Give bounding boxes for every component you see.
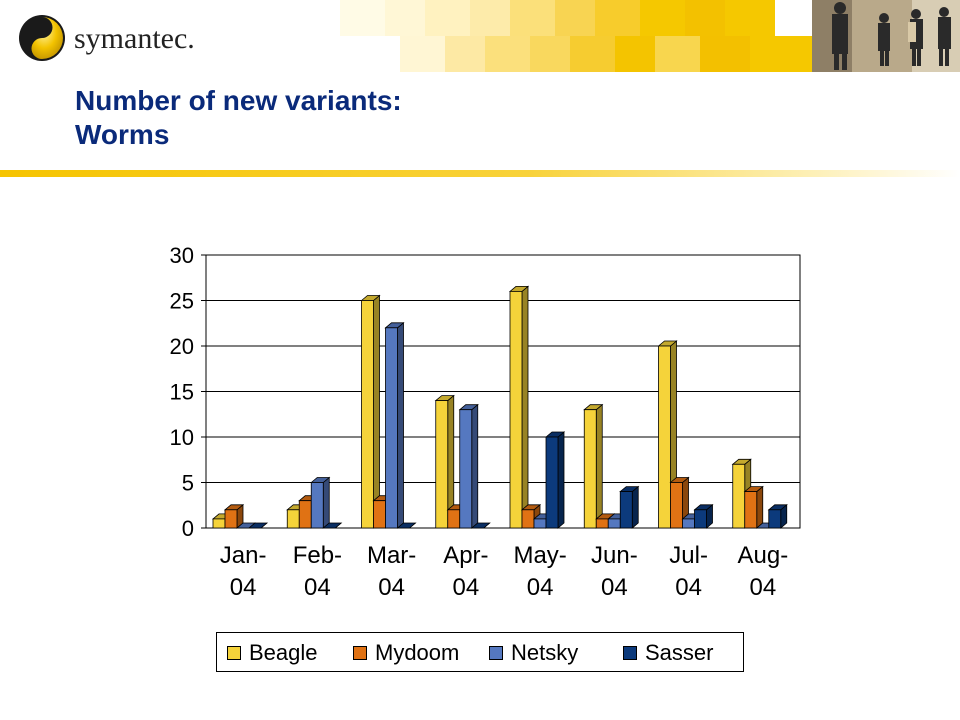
bar-beagle-4	[508, 285, 530, 529]
bar-sasser-4	[544, 431, 566, 529]
bar-sasser-1	[322, 522, 343, 529]
x-tick-label: Aug-	[738, 542, 789, 569]
x-tick-label: Jun-	[591, 542, 638, 569]
bar-sasser-3	[470, 522, 491, 529]
bar-netsky-1	[310, 476, 331, 529]
legend-swatch	[623, 646, 637, 660]
legend-swatch	[489, 646, 503, 660]
x-tick-label: 04	[675, 574, 702, 601]
symantec-logo: symantec.	[19, 15, 195, 61]
y-tick-label: 20	[170, 334, 194, 359]
x-tick-label: 04	[230, 574, 257, 601]
legend-label: Sasser	[645, 640, 714, 665]
x-tick-label: 04	[750, 574, 777, 601]
x-tick-label: 04	[527, 574, 554, 601]
bar-beagle-2	[360, 294, 381, 529]
svg-text:symantec.: symantec.	[74, 22, 195, 55]
bar-beagle-3	[434, 394, 455, 529]
bar-netsky-2	[384, 321, 405, 529]
title-underline-rule	[0, 170, 960, 177]
y-tick-label: 15	[170, 380, 194, 405]
x-tick-label: Mar-	[367, 542, 416, 569]
business-people-photo	[812, 0, 960, 72]
x-tick-label: Jul-	[669, 542, 708, 569]
bar-beagle-5	[583, 403, 604, 529]
x-tick-label: Feb-	[293, 542, 342, 569]
bar-sasser-0	[247, 522, 269, 529]
slide-header: symantec.	[0, 0, 960, 72]
x-tick-label: Jan-	[220, 542, 267, 569]
x-tick-label: 04	[378, 574, 405, 601]
slide-title: Number of new variants: Worms	[75, 84, 402, 152]
x-tick-label: Apr-	[443, 542, 488, 569]
bar-netsky-3	[458, 403, 479, 529]
bar-sasser-6	[693, 503, 714, 529]
legend-label: Beagle	[249, 640, 318, 665]
x-tick-label: 04	[453, 574, 480, 601]
legend-label: Mydoom	[375, 640, 460, 665]
worm-variants-bar-chart: 0 5 10 15 20 25 30 Jan- 04 Feb- 04 Mar- 04 Apr- 04 May-…	[170, 243, 801, 601]
bar-mydoom-0	[223, 503, 245, 529]
legend-swatch	[353, 646, 367, 660]
legend-swatch	[227, 646, 241, 660]
y-tick-label: 5	[182, 471, 194, 496]
bar-mydoom-7	[743, 485, 764, 529]
chart-legend: Beagle Mydoom Netsky Sasser	[216, 632, 744, 672]
x-tick-label: May-	[513, 542, 566, 569]
y-tick-label: 30	[170, 243, 194, 268]
bar-sasser-5	[619, 485, 640, 529]
legend-label: Netsky	[511, 640, 579, 665]
y-tick-label: 0	[182, 516, 194, 541]
x-tick-label: 04	[304, 574, 331, 601]
x-tick-label: 04	[601, 574, 628, 601]
bar-sasser-2	[396, 522, 417, 529]
bar-sasser-7	[767, 503, 788, 529]
y-tick-label: 10	[170, 425, 194, 450]
y-tick-label: 25	[170, 289, 194, 314]
title-line-2: Worms	[75, 119, 170, 150]
title-line-1: Number of new variants:	[75, 85, 402, 116]
header-mosaic-decoration	[340, 0, 820, 72]
